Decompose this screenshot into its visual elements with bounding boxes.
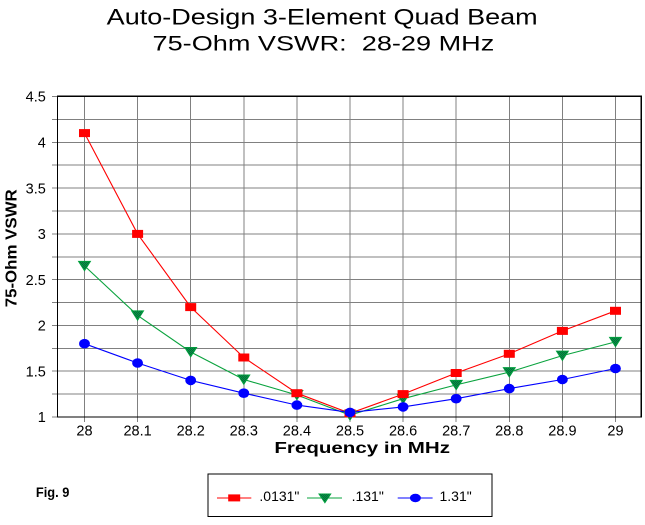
svg-text:Frequency in MHz: Frequency in MHz: [274, 440, 450, 457]
svg-text:.0131": .0131": [259, 488, 299, 504]
svg-text:75-Ohm VSWR: 75-Ohm VSWR: [4, 189, 21, 307]
svg-text:28: 28: [76, 423, 92, 439]
svg-text:28.4: 28.4: [283, 423, 311, 439]
svg-text:28.8: 28.8: [495, 423, 523, 439]
svg-text:2: 2: [38, 319, 46, 335]
svg-text:Fig. 9: Fig. 9: [36, 484, 70, 500]
svg-text:28.3: 28.3: [230, 423, 258, 439]
svg-text:28.7: 28.7: [442, 423, 470, 439]
svg-text:2.5: 2.5: [26, 273, 46, 289]
svg-text:3.5: 3.5: [26, 181, 46, 197]
svg-text:.131": .131": [352, 488, 384, 504]
svg-text:75-Ohm VSWR: 28-29 MHz: 75-Ohm VSWR: 28-29 MHz: [153, 32, 495, 55]
svg-text:28.9: 28.9: [548, 423, 576, 439]
svg-text:1.31": 1.31": [440, 488, 472, 504]
svg-text:1.5: 1.5: [26, 364, 46, 380]
svg-text:28.1: 28.1: [123, 423, 151, 439]
svg-text:3: 3: [38, 227, 46, 243]
svg-text:1: 1: [38, 410, 46, 426]
svg-text:29: 29: [607, 423, 623, 439]
svg-text:28.6: 28.6: [389, 423, 417, 439]
svg-text:Auto-Design 3-Element Quad Bea: Auto-Design 3-Element Quad Beam: [107, 5, 538, 30]
svg-text:28.5: 28.5: [336, 423, 364, 439]
svg-text:4.5: 4.5: [26, 90, 46, 106]
svg-text:28.2: 28.2: [177, 423, 205, 439]
svg-text:4: 4: [38, 136, 46, 152]
